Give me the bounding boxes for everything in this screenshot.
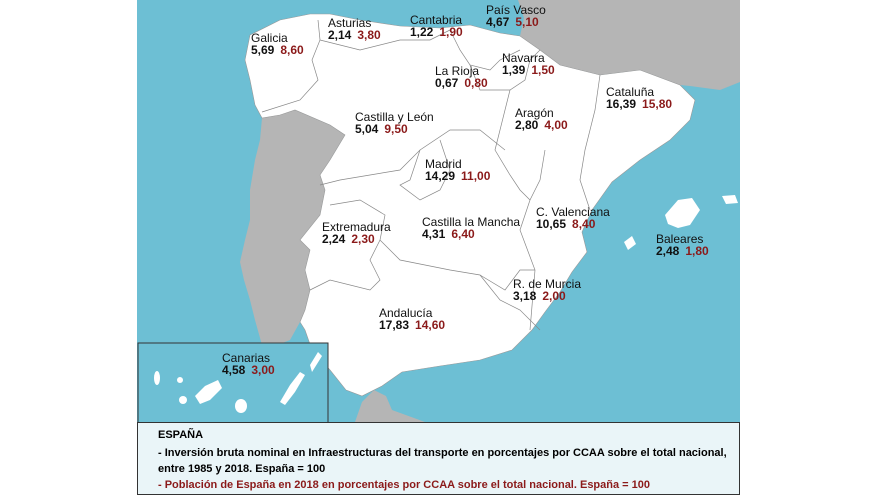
poblacion-value: 2,30 — [351, 232, 375, 246]
inversion-value: 0,67 — [435, 76, 459, 90]
inversion-value: 3,18 — [513, 289, 537, 303]
legend-title: ESPAÑA — [158, 429, 204, 441]
poblacion-value: 14,60 — [415, 318, 446, 332]
poblacion-value: 1,80 — [685, 244, 709, 258]
region-name: La Rioja — [435, 64, 480, 78]
canarias-islands — [154, 352, 322, 413]
region-name: Aragón — [515, 106, 554, 120]
region-label-pais-vasco: País Vasco 4,67 5,10 — [486, 4, 546, 28]
poblacion-value: 0,80 — [464, 76, 488, 90]
poblacion-value: 3,80 — [357, 28, 381, 42]
poblacion-value: 15,80 — [642, 97, 673, 111]
poblacion-value: 6,40 — [451, 227, 475, 241]
portugal — [240, 110, 345, 346]
region-label-baleares: Baleares 2,48 1,80 — [656, 233, 709, 257]
region-label-castilla-la-mancha: Castilla la Mancha 4,31 6,40 — [422, 216, 520, 240]
region-name: Canarias — [222, 351, 271, 365]
inversion-value: 2,80 — [515, 118, 539, 132]
region-label-cataluna: Cataluña 16,39 15,80 — [606, 86, 672, 110]
inversion-value: 14,29 — [425, 169, 456, 183]
region-label-galicia: Galicia 5,69 8,60 — [251, 32, 304, 56]
region-name: Navarra — [502, 51, 545, 65]
region-name: Castilla la Mancha — [422, 215, 521, 229]
map: Galicia 5,69 8,60 Asturias 2,14 3,80 Cantabr… — [137, 0, 740, 495]
region-name: Baleares — [656, 232, 704, 246]
inversion-value: 4,58 — [222, 363, 246, 377]
poblacion-value: 1,90 — [439, 25, 463, 39]
poblacion-value: 2,00 — [542, 289, 566, 303]
inversion-value: 1,22 — [410, 25, 434, 39]
region-name: Madrid — [425, 157, 462, 171]
inversion-value: 2,48 — [656, 244, 680, 258]
region-label-aragon: Aragón 2,80 4,00 — [515, 107, 568, 131]
region-name: Castilla y León — [355, 110, 434, 124]
inversion-value: 5,04 — [355, 122, 379, 136]
poblacion-value: 5,10 — [515, 15, 539, 29]
inversion-value: 17,83 — [379, 318, 410, 332]
region-label-cantabria: Cantabria 1,22 1,90 — [410, 14, 463, 38]
region-label-andalucia: Andalucía 17,83 14,60 — [379, 307, 445, 331]
region-name: C. Valenciana — [536, 205, 610, 219]
inversion-value: 1,39 — [502, 63, 526, 77]
region-name: Galicia — [251, 31, 288, 45]
poblacion-value: 9,50 — [384, 122, 408, 136]
poblacion-value: 4,00 — [544, 118, 568, 132]
mallorca — [665, 198, 700, 228]
legend-poblacion: - Población de España en 2018 en porcent… — [158, 479, 650, 491]
region-label-madrid: Madrid 14,29 11,00 — [425, 158, 490, 182]
legend-inversion-line2: entre 1985 y 2018. España = 100 — [158, 463, 326, 475]
region-label-murcia: R. de Murcia 3,18 2,00 — [513, 278, 581, 302]
region-name: Andalucía — [379, 306, 433, 320]
region-label-extremadura: Extremadura 2,24 2,30 — [322, 221, 391, 245]
ibiza — [624, 236, 636, 250]
poblacion-value: 1,50 — [531, 63, 555, 77]
region-name: Asturias — [328, 16, 372, 30]
map-shapes — [137, 0, 740, 424]
legend-box: ESPAÑA - Inversión bruta nominal en Infr… — [137, 422, 740, 495]
region-label-castilla-y-leon: Castilla y León 5,04 9,50 — [355, 111, 434, 135]
inversion-value: 16,39 — [606, 97, 637, 111]
menorca — [722, 195, 738, 204]
inversion-value: 10,65 — [536, 217, 567, 231]
region-name: Cantabria — [410, 13, 463, 27]
region-label-c-valenciana: C. Valenciana 10,65 8,40 — [536, 206, 610, 230]
france — [518, 0, 740, 90]
poblacion-value: 8,60 — [280, 43, 304, 57]
region-label-la-rioja: La Rioja 0,67 0,80 — [435, 65, 488, 89]
poblacion-value: 3,00 — [251, 363, 275, 377]
inversion-value: 5,69 — [251, 43, 275, 57]
poblacion-value: 8,40 — [572, 217, 596, 231]
region-name: R. de Murcia — [513, 277, 582, 291]
region-label-asturias: Asturias 2,14 3,80 — [328, 17, 381, 41]
poblacion-value: 11,00 — [461, 169, 491, 183]
region-label-canarias: Canarias 4,58 3,00 — [222, 352, 275, 376]
spain-mainland — [244, 13, 696, 397]
inversion-value: 2,14 — [328, 28, 352, 42]
morocco — [355, 390, 425, 422]
region-borders — [261, 19, 601, 331]
region-name: Cataluña — [606, 85, 655, 99]
inversion-value: 4,67 — [486, 15, 510, 29]
region-name: Extremadura — [322, 220, 391, 234]
region-label-navarra: Navarra 1,39 1,50 — [502, 52, 555, 76]
inversion-value: 2,24 — [322, 232, 346, 246]
region-name: País Vasco — [486, 3, 546, 17]
legend-inversion-line1: - Inversión bruta nominal en Infraestruc… — [158, 447, 727, 459]
inversion-value: 4,31 — [422, 227, 446, 241]
